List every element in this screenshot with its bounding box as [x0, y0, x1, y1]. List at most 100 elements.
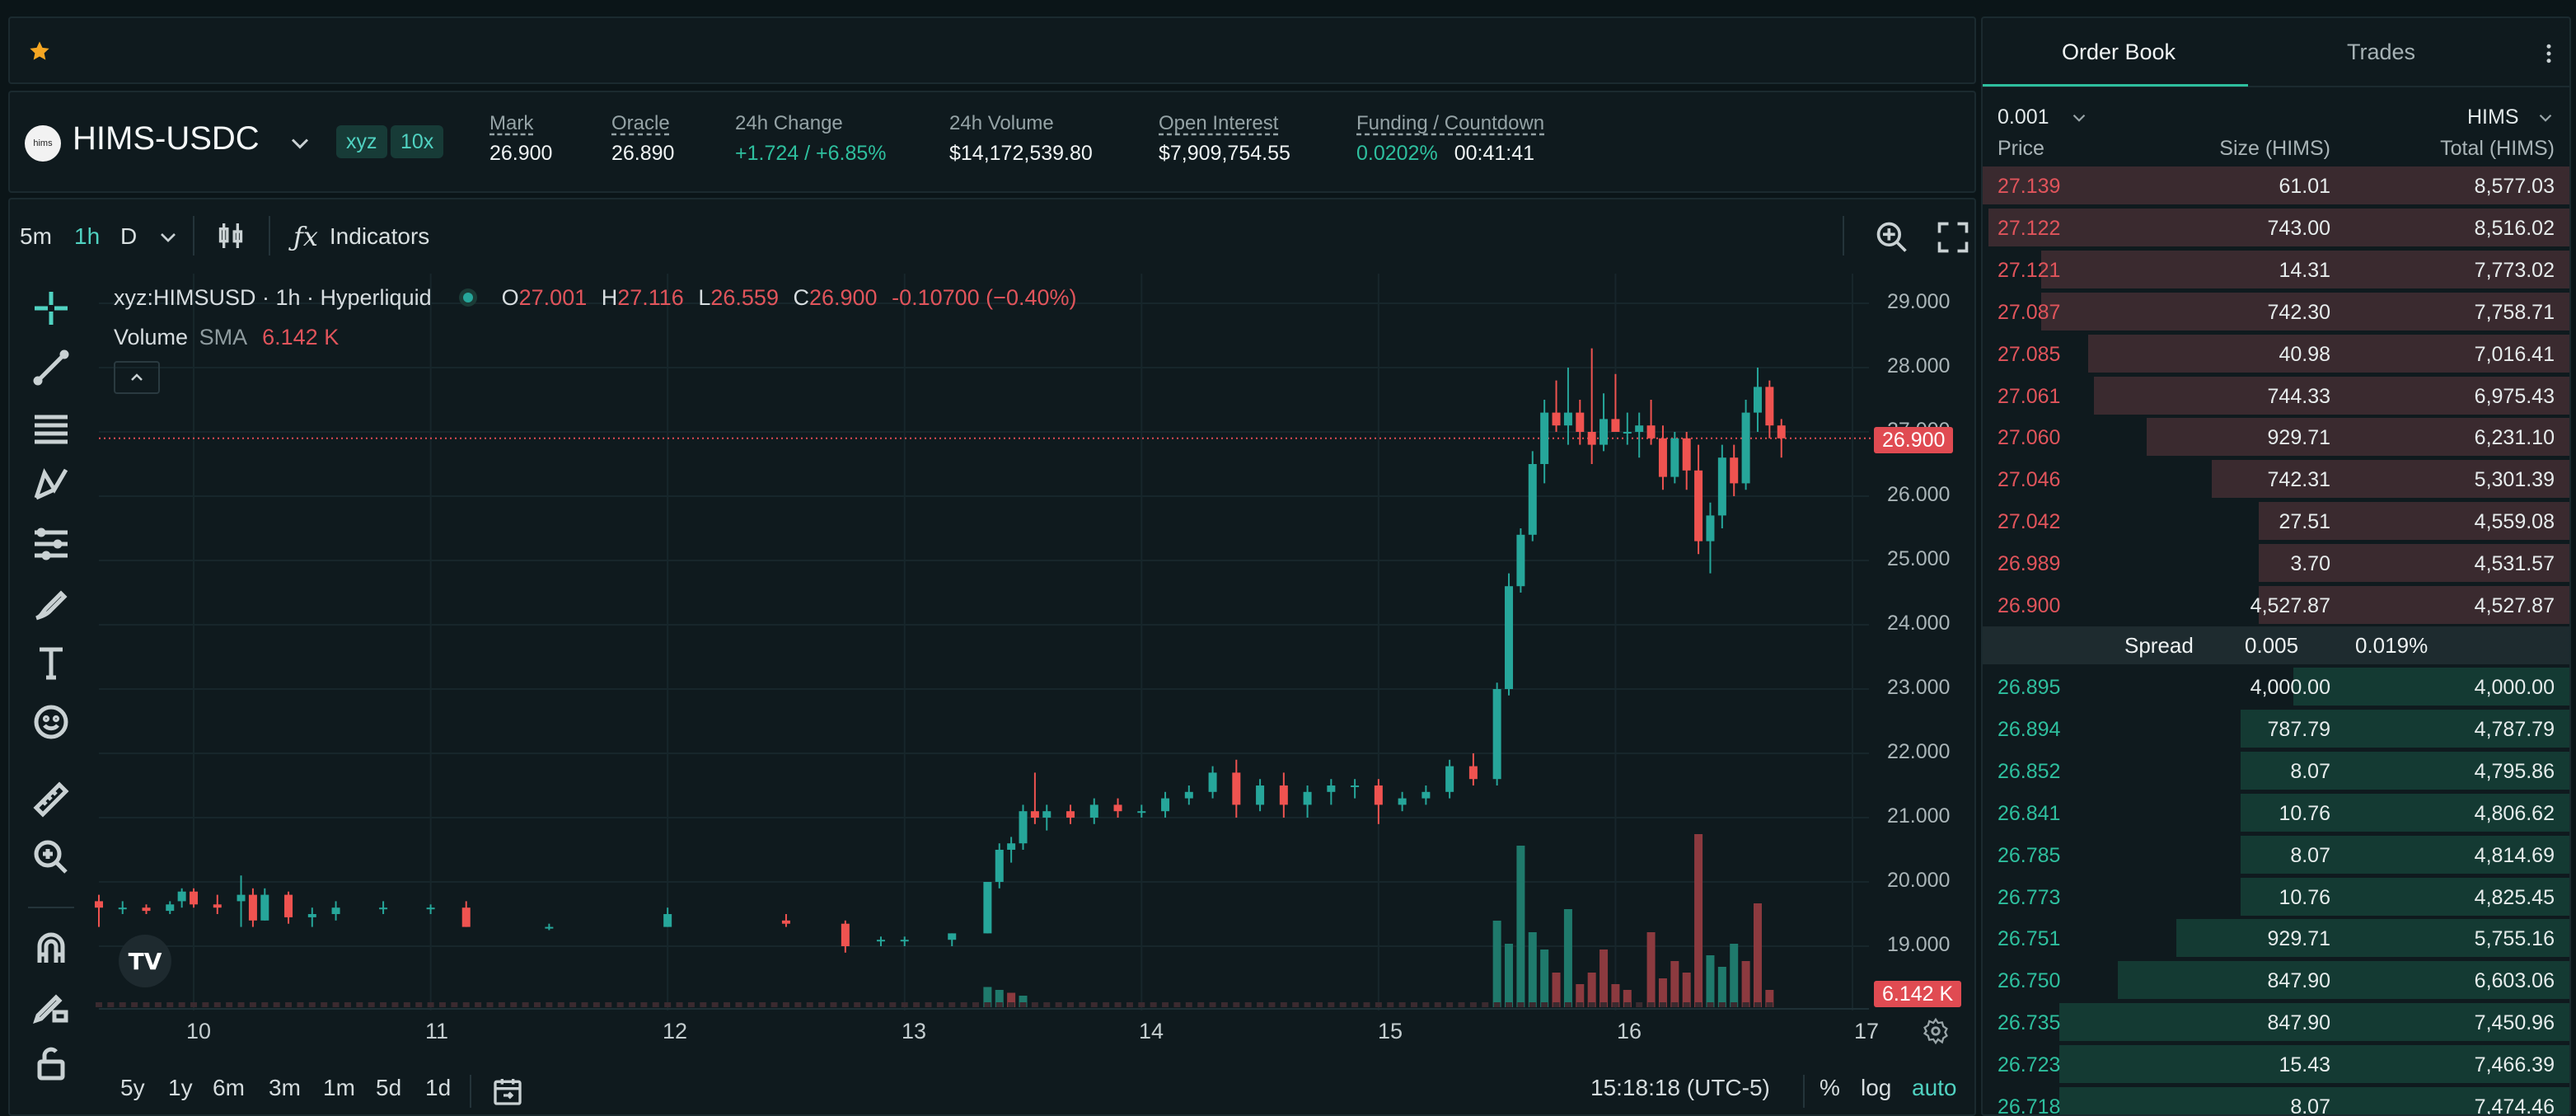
auto-toggle[interactable]: auto: [1912, 1075, 1957, 1100]
y-tick: 22.000: [1887, 740, 1951, 763]
bid-row[interactable]: 26.735 847.90 7,450.96: [1983, 1001, 2569, 1043]
chevron-down-icon[interactable]: [2535, 107, 2556, 129]
crosshair-tool[interactable]: [28, 285, 74, 331]
row-price: 26.751: [1998, 927, 2061, 951]
ask-row[interactable]: 27.139 61.01 8,577.03: [1983, 165, 2569, 206]
percent-toggle[interactable]: %: [1820, 1075, 1840, 1100]
calendar-range-icon[interactable]: [491, 1075, 524, 1108]
depth-bar: [2241, 835, 2569, 874]
row-size: 10.76: [2279, 885, 2330, 909]
volume-bar: [1031, 1002, 1038, 1007]
lock-draw-tool[interactable]: [28, 982, 74, 1029]
candle-body: [841, 923, 850, 946]
ask-row[interactable]: 27.042 27.51 4,559.08: [1983, 500, 2569, 542]
collapse-legend-button[interactable]: [114, 361, 160, 394]
precision-select[interactable]: 0.001: [1998, 106, 2049, 129]
volume-bar: [1731, 1002, 1738, 1007]
interval-1h[interactable]: 1h: [74, 223, 101, 249]
more-vertical-icon[interactable]: [2536, 41, 2561, 66]
row-size: 743.00: [2267, 216, 2330, 240]
projection-tool[interactable]: [28, 521, 74, 567]
ask-row[interactable]: 27.060 929.71 6,231.10: [1983, 416, 2569, 457]
tab-order-book[interactable]: Order Book: [2062, 40, 2176, 64]
volume-bar: [1754, 1002, 1761, 1007]
lock-tool[interactable]: [28, 1040, 74, 1086]
emoji-tool[interactable]: [28, 699, 74, 745]
ask-row[interactable]: 27.087 742.30 7,758.71: [1983, 291, 2569, 332]
row-total: 4,000.00: [2474, 676, 2555, 699]
range-1y[interactable]: 1y: [168, 1075, 193, 1100]
ask-row[interactable]: 27.121 14.31 7,773.02: [1983, 249, 2569, 290]
pair-name[interactable]: HIMS-USDC: [73, 120, 260, 157]
depth-bar: [2293, 668, 2569, 706]
zoom-search-icon[interactable]: [1874, 219, 1910, 256]
brush-tool[interactable]: [28, 580, 74, 626]
volume-bar: [1351, 1002, 1359, 1007]
row-price: 26.841: [1998, 801, 2061, 825]
tradingview-logo[interactable]: TV: [119, 935, 171, 987]
volume-bar: [1742, 1002, 1749, 1007]
zoom-in-icon: [34, 840, 68, 874]
ask-row[interactable]: 26.989 3.70 4,531.57: [1983, 542, 2569, 584]
volume-bar: [569, 1002, 577, 1007]
volume-bar: [901, 1002, 908, 1007]
interval-5m[interactable]: 5m: [20, 223, 52, 249]
range-6m[interactable]: 6m: [213, 1075, 245, 1100]
bid-row[interactable]: 26.841 10.76 4,806.62: [1983, 792, 2569, 833]
magnet-tool[interactable]: [28, 925, 74, 971]
range-1d[interactable]: 1d: [425, 1075, 452, 1100]
indicators-button[interactable]: ƒx Indicators: [293, 199, 429, 274]
interval-d[interactable]: D: [120, 223, 138, 249]
bid-row[interactable]: 26.773 10.76 4,825.45: [1983, 876, 2569, 917]
fib-tool[interactable]: [28, 404, 74, 450]
ask-row[interactable]: 27.061 744.33 6,975.43: [1983, 375, 2569, 416]
ask-row[interactable]: 27.122 743.00 8,516.02: [1983, 207, 2569, 248]
log-toggle[interactable]: log: [1861, 1075, 1892, 1100]
range-1m[interactable]: 1m: [323, 1075, 355, 1100]
bid-row[interactable]: 26.785 8.07 4,814.69: [1983, 834, 2569, 875]
candle-body: [948, 933, 957, 940]
fullscreen-icon[interactable]: [1935, 219, 1971, 256]
bid-row[interactable]: 26.723 15.43 7,466.39: [1983, 1043, 2569, 1085]
bid-row[interactable]: 26.751 929.71 5,755.16: [1983, 917, 2569, 959]
volume-bar: [1067, 1002, 1075, 1007]
bid-row[interactable]: 26.852 8.07 4,795.86: [1983, 750, 2569, 791]
chevron-down-icon[interactable]: [155, 224, 181, 251]
candle-body: [781, 920, 790, 924]
bid-row[interactable]: 26.718 8.07 7,474.46: [1983, 1086, 2569, 1114]
bid-row[interactable]: 26.750 847.90 6,603.06: [1983, 959, 2569, 1001]
star-icon[interactable]: [28, 40, 51, 63]
trendline-tool[interactable]: [28, 345, 74, 391]
volume-bar: [415, 1002, 423, 1007]
range-5y[interactable]: 5y: [120, 1075, 145, 1100]
row-price: 26.773: [1998, 885, 2061, 909]
orderbook-panel: Order Book Trades 0.001 HIMS Price Size …: [1981, 16, 2571, 1116]
range-5d[interactable]: 5d: [376, 1075, 402, 1100]
range-3m[interactable]: 3m: [269, 1075, 301, 1100]
volume-bar: [1173, 1002, 1181, 1007]
leverage-tag[interactable]: 10x: [391, 125, 444, 158]
chevron-down-icon[interactable]: [285, 129, 315, 158]
bid-row[interactable]: 26.894 787.79 4,787.79: [1983, 708, 2569, 749]
volume-bars: [96, 834, 1774, 1007]
tab-trades[interactable]: Trades: [2347, 40, 2416, 64]
zoom-tool[interactable]: [28, 834, 74, 880]
ask-row[interactable]: 27.085 40.98 7,016.41: [1983, 333, 2569, 374]
settings-icon[interactable]: [1922, 1017, 1950, 1045]
candle-body: [1468, 766, 1478, 780]
ruler-tool[interactable]: [28, 776, 74, 823]
candles-icon[interactable]: [214, 219, 247, 252]
ask-row[interactable]: 27.046 742.31 5,301.39: [1983, 458, 2569, 499]
volume-bar: [190, 1002, 198, 1007]
unit-select[interactable]: HIMS: [2467, 106, 2519, 129]
volume-bar: [1268, 1002, 1276, 1007]
bid-row[interactable]: 26.895 4,000.00 4,000.00: [1983, 666, 2569, 707]
text-tool[interactable]: [28, 640, 74, 686]
ask-row[interactable]: 26.900 4,527.87 4,527.87: [1983, 584, 2569, 626]
pattern-tool[interactable]: [28, 462, 74, 508]
price-chart[interactable]: [10, 199, 1976, 1065]
clock-time[interactable]: 15:18:18 (UTC-5): [1590, 1075, 1770, 1100]
volume-bar: [1185, 1002, 1192, 1007]
chevron-down-icon[interactable]: [2068, 107, 2090, 129]
volume-bar: [178, 1002, 185, 1007]
